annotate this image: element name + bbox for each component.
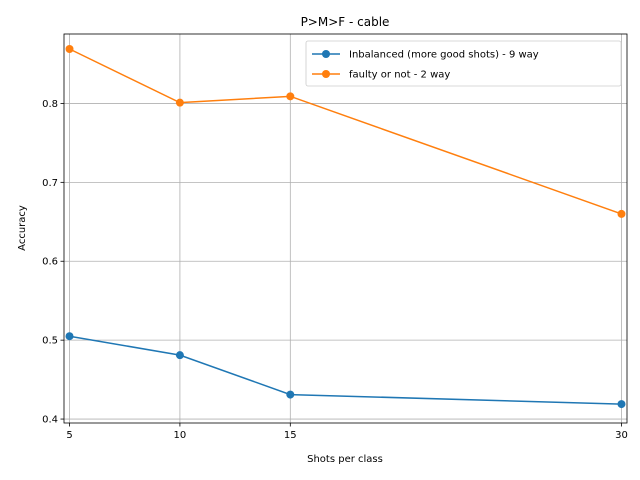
y-tick-label: 0.6: [42, 257, 58, 268]
series-1-point: [65, 332, 74, 341]
x-tick-label: 5: [66, 430, 72, 441]
legend-marker-2: [322, 70, 330, 78]
x-axis-ticks: 5 10 15 30: [66, 423, 628, 441]
grid: [64, 34, 627, 423]
x-tick-label: 15: [284, 430, 297, 441]
y-axis-ticks: 0.4 0.5 0.6 0.7 0.8: [42, 99, 64, 426]
chart-title: P>M>F - cable: [301, 15, 390, 29]
series-line-2: [69, 48, 622, 215]
series-line-1: [69, 335, 622, 405]
legend: Inbalanced (more good shots) - 9 way faul…: [305, 40, 622, 87]
x-tick-label: 30: [615, 430, 628, 441]
y-axis-label: Accuracy: [17, 205, 28, 251]
series-2-point: [175, 98, 184, 107]
legend-label-1: Inbalanced (more good shots) - 9 way: [349, 50, 539, 61]
series-2-point: [617, 209, 626, 218]
plot-frame: [63, 33, 628, 424]
series-1-point: [286, 390, 295, 399]
series-layer: [65, 44, 626, 409]
x-tick-label: 10: [174, 430, 187, 441]
y-tick-label: 0.5: [42, 336, 58, 347]
y-tick-label: 0.8: [42, 99, 58, 110]
legend-marker-1: [322, 50, 330, 58]
series-1-point: [617, 400, 626, 409]
legend-label-2: faulty or not - 2 way: [349, 70, 450, 81]
legend-box: [305, 40, 622, 87]
x-axis-label: Shots per class: [307, 454, 383, 465]
series-2-point: [65, 44, 74, 53]
series-1-point: [175, 351, 184, 360]
y-tick-label: 0.7: [42, 178, 58, 189]
y-tick-label: 0.4: [42, 415, 58, 426]
series-2-point: [286, 92, 295, 101]
